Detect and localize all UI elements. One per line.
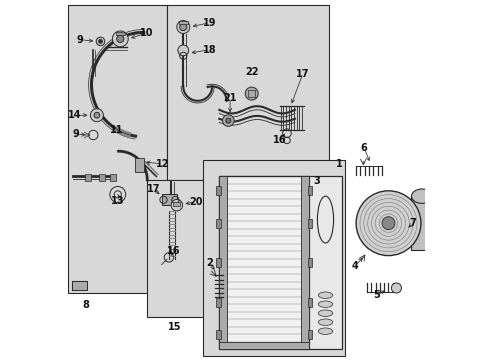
Text: 22: 22 [244, 67, 258, 77]
Bar [219, 342, 309, 349]
Bar [203, 160, 345, 356]
Text: 1: 1 [335, 159, 342, 169]
Circle shape [94, 112, 100, 118]
Bar [116, 32, 124, 35]
Text: 20: 20 [189, 197, 202, 207]
Text: 11: 11 [110, 125, 123, 135]
Bar [307, 298, 311, 307]
Bar [179, 21, 187, 24]
Text: 9: 9 [73, 129, 79, 139]
Bar [110, 174, 116, 181]
Text: 14: 14 [68, 110, 81, 120]
Bar [216, 330, 220, 339]
Text: 7: 7 [409, 218, 415, 228]
Bar [219, 176, 309, 349]
Ellipse shape [318, 310, 332, 316]
Bar [147, 180, 219, 317]
Circle shape [90, 109, 103, 122]
Circle shape [381, 217, 394, 230]
Bar [247, 90, 255, 97]
Bar [216, 219, 220, 228]
Text: 17: 17 [147, 184, 160, 194]
Bar [216, 258, 220, 267]
Text: 5: 5 [373, 290, 380, 300]
Circle shape [390, 283, 401, 293]
Bar [173, 202, 180, 206]
Text: 9: 9 [76, 35, 83, 45]
Circle shape [96, 37, 104, 46]
Circle shape [432, 220, 445, 233]
Text: 17: 17 [295, 69, 309, 79]
Bar [68, 5, 167, 293]
Text: 8: 8 [82, 300, 89, 310]
Text: 6: 6 [360, 143, 366, 153]
Circle shape [112, 31, 128, 47]
Text: 2: 2 [205, 258, 212, 268]
Bar [307, 330, 311, 339]
Circle shape [117, 35, 123, 42]
Text: 18: 18 [203, 45, 216, 55]
Bar [307, 258, 311, 267]
Text: 21: 21 [223, 93, 236, 103]
Text: 10: 10 [140, 28, 153, 38]
Ellipse shape [318, 292, 332, 298]
Text: 16: 16 [272, 135, 285, 145]
Text: 15: 15 [167, 322, 181, 332]
Circle shape [244, 87, 258, 100]
Bar [85, 174, 91, 181]
Bar [410, 196, 431, 250]
Ellipse shape [411, 189, 431, 203]
Bar [219, 176, 227, 349]
Circle shape [225, 118, 230, 123]
Circle shape [179, 23, 186, 31]
Ellipse shape [318, 319, 332, 325]
Text: 16: 16 [166, 246, 180, 256]
Ellipse shape [318, 328, 332, 334]
Circle shape [222, 115, 234, 126]
Bar [162, 194, 177, 205]
Bar [167, 5, 328, 180]
Bar [425, 209, 433, 220]
Circle shape [177, 21, 189, 33]
Bar [216, 186, 220, 195]
Bar [72, 281, 87, 290]
Bar [134, 158, 143, 172]
Bar [309, 176, 341, 349]
Bar [307, 219, 311, 228]
Text: 12: 12 [155, 159, 169, 169]
Text: 19: 19 [203, 18, 216, 28]
Text: 4: 4 [350, 261, 357, 271]
Text: 3: 3 [312, 176, 319, 186]
Circle shape [171, 199, 182, 211]
Bar [216, 298, 220, 307]
Circle shape [178, 45, 188, 56]
Circle shape [355, 191, 420, 256]
Circle shape [99, 40, 102, 43]
Circle shape [435, 224, 441, 230]
Bar [307, 186, 311, 195]
Bar [99, 174, 105, 181]
Bar [301, 176, 309, 349]
Ellipse shape [318, 301, 332, 307]
Text: 13: 13 [111, 196, 124, 206]
